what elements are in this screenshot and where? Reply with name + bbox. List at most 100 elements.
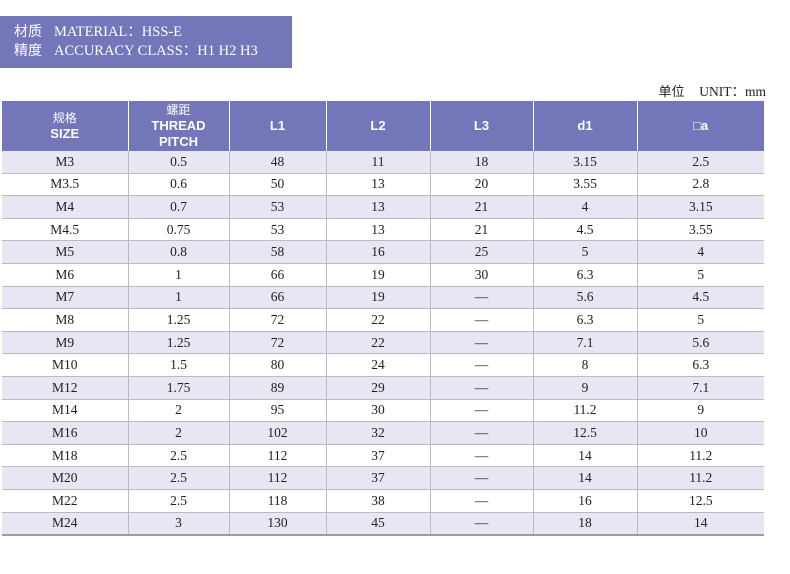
cell-square-a: 7.1: [636, 376, 764, 400]
cell-l1: 102: [228, 421, 326, 445]
cell-size: M3.5: [2, 173, 128, 197]
cell-thread-pitch: 2: [127, 421, 229, 445]
table-row: M6 1 66 19 30 6.3 5: [2, 263, 764, 287]
cell-size: M12: [2, 376, 128, 400]
cell-d1: 4.5: [532, 218, 637, 242]
cell-l3: 21: [429, 195, 533, 219]
cell-thread-pitch: 0.7: [127, 195, 229, 219]
cell-thread-pitch: 1.25: [127, 331, 229, 355]
cell-l1: 66: [228, 286, 326, 310]
cell-l2: 22: [325, 308, 430, 332]
cell-thread-pitch: 1: [127, 286, 229, 310]
cell-l1: 72: [228, 308, 326, 332]
header-l3: L3: [429, 101, 533, 151]
cell-d1: 3.15: [532, 151, 637, 174]
cell-size: M6: [2, 263, 128, 287]
cell-size: M20: [2, 466, 128, 490]
cell-l2: 19: [325, 263, 430, 287]
cell-square-a: 2.8: [636, 173, 764, 197]
header-l2: L2: [325, 101, 430, 151]
cell-l3: —: [429, 421, 533, 445]
cell-size: M22: [2, 489, 128, 513]
cell-l3: —: [429, 399, 533, 423]
cell-l3: 18: [429, 151, 533, 174]
cell-l1: 80: [228, 353, 326, 377]
table-row: M16 2 102 32—12.5 10: [2, 421, 764, 445]
cell-square-a: 4: [636, 240, 764, 264]
cell-d1: 18: [532, 512, 637, 537]
cell-l1: 118: [228, 489, 326, 513]
cell-square-a: 11.2: [636, 444, 764, 468]
table-row: M20 2.5 112 37—14 11.2: [2, 466, 764, 490]
cell-l3: —: [429, 308, 533, 332]
cell-size: M7: [2, 286, 128, 310]
cell-l3: —: [429, 444, 533, 468]
table-row: M3.5 0.6 50 13 20 3.55 2.8: [2, 173, 764, 197]
cell-l3: —: [429, 331, 533, 355]
cell-l1: 48: [228, 151, 326, 174]
cell-size: M8: [2, 308, 128, 332]
table-row: M4.5 0.75 53 13 21 4.5 3.55: [2, 218, 764, 242]
cell-size: M10: [2, 353, 128, 377]
cell-l1: 58: [228, 240, 326, 264]
table-body: M3 0.5 48 11 18 3.15 2.5 M3.5 0.6 50 13 20 3.55 2.8 M4…: [2, 151, 764, 537]
cell-l2: 19: [325, 286, 430, 310]
cell-d1: 14: [532, 444, 637, 468]
cell-thread-pitch: 2: [127, 399, 229, 423]
cell-size: M4: [2, 195, 128, 219]
table-row: M14 2 95 30—11.2 9: [2, 399, 764, 423]
cell-l2: 13: [325, 218, 430, 242]
cell-size: M16: [2, 421, 128, 445]
cell-thread-pitch: 1: [127, 263, 229, 287]
cell-l3: 30: [429, 263, 533, 287]
table-row: M7 1 66 19—5.6 4.5: [2, 286, 764, 310]
cell-l2: 16: [325, 240, 430, 264]
cell-l2: 22: [325, 331, 430, 355]
cell-thread-pitch: 2.5: [127, 466, 229, 490]
cell-l1: 66: [228, 263, 326, 287]
cell-square-a: 10: [636, 421, 764, 445]
cell-l3: —: [429, 512, 533, 537]
cell-d1: 9: [532, 376, 637, 400]
table-row: M18 2.5 112 37—14 11.2: [2, 444, 764, 468]
material-label-cn: 材质: [14, 24, 42, 40]
cell-square-a: 9: [636, 399, 764, 423]
table-row: M3 0.5 48 11 18 3.15 2.5: [2, 151, 764, 174]
cell-l3: —: [429, 376, 533, 400]
header-thread-pitch: 螺距 THREAD PITCH: [127, 101, 229, 151]
cell-square-a: 5.6: [636, 331, 764, 355]
cell-d1: 11.2: [532, 399, 637, 423]
spec-banner: 材质 MATERIAL：HSS-E 精度 ACCURACY CLASS：H1 H2 …: [0, 16, 292, 68]
cell-square-a: 5: [636, 308, 764, 332]
cell-l2: 29: [325, 376, 430, 400]
cell-d1: 12.5: [532, 421, 637, 445]
cell-thread-pitch: 0.6: [127, 173, 229, 197]
cell-d1: 6.3: [532, 263, 637, 287]
unit-label-en: UNIT：mm: [699, 84, 766, 99]
material-line: 材质 MATERIAL：HSS-E: [14, 23, 292, 42]
table-row: M22 2.5 118 38—16 12.5: [2, 489, 764, 513]
cell-l2: 30: [325, 399, 430, 423]
cell-l1: 130: [228, 512, 326, 537]
cell-size: M4.5: [2, 218, 128, 242]
cell-l2: 24: [325, 353, 430, 377]
cell-l1: 50: [228, 173, 326, 197]
cell-size: M3: [2, 151, 128, 174]
header-d1: d1: [532, 101, 637, 151]
cell-d1: 5: [532, 240, 637, 264]
cell-square-a: 11.2: [636, 466, 764, 490]
cell-square-a: 14: [636, 512, 764, 537]
header-l1: L1: [228, 101, 326, 151]
cell-d1: 7.1: [532, 331, 637, 355]
cell-l3: —: [429, 286, 533, 310]
cell-l1: 53: [228, 195, 326, 219]
cell-square-a: 3.15: [636, 195, 764, 219]
cell-l2: 32: [325, 421, 430, 445]
cell-d1: 6.3: [532, 308, 637, 332]
cell-l2: 13: [325, 173, 430, 197]
cell-l3: —: [429, 353, 533, 377]
table-row: M8 1.25 72 22—6.3 5: [2, 308, 764, 332]
accuracy-label-en: ACCURACY CLASS：H1 H2 H3: [54, 43, 258, 59]
cell-l2: 11: [325, 151, 430, 174]
cell-l3: —: [429, 489, 533, 513]
